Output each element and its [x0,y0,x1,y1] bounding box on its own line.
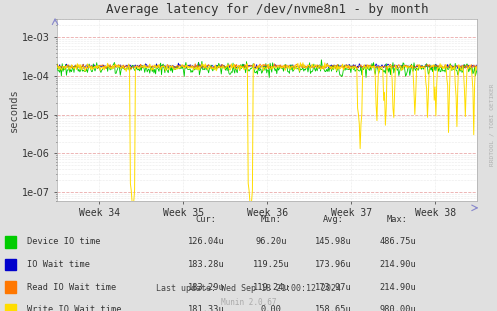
Text: 119.25u: 119.25u [252,260,289,269]
Text: 96.20u: 96.20u [255,237,287,246]
Text: 173.97u: 173.97u [315,283,351,292]
Text: Max:: Max: [387,215,408,224]
Text: 214.90u: 214.90u [379,283,416,292]
Text: Last update: Wed Sep 18 21:00:12 2024: Last update: Wed Sep 18 21:00:12 2024 [156,284,341,293]
Text: Avg:: Avg: [323,215,343,224]
Text: Read IO Wait time: Read IO Wait time [27,283,117,292]
Text: 145.98u: 145.98u [315,237,351,246]
Text: 214.90u: 214.90u [379,260,416,269]
Text: 173.96u: 173.96u [315,260,351,269]
Text: Min:: Min: [260,215,281,224]
Text: Device IO time: Device IO time [27,237,101,246]
Text: 183.28u: 183.28u [188,260,225,269]
Text: Write IO Wait time: Write IO Wait time [27,305,122,311]
Text: 0.00: 0.00 [260,305,281,311]
Text: RRDTOOL / TOBI OETIKER: RRDTOOL / TOBI OETIKER [490,83,495,166]
Text: Munin 2.0.67: Munin 2.0.67 [221,298,276,307]
Text: 486.75u: 486.75u [379,237,416,246]
Y-axis label: seconds: seconds [9,88,19,132]
Text: 158.65u: 158.65u [315,305,351,311]
Text: 183.29u: 183.29u [188,283,225,292]
Text: IO Wait time: IO Wait time [27,260,90,269]
Text: Cur:: Cur: [196,215,217,224]
Text: 181.33u: 181.33u [188,305,225,311]
Text: 126.04u: 126.04u [188,237,225,246]
Text: 119.24u: 119.24u [252,283,289,292]
Text: 980.00u: 980.00u [379,305,416,311]
Title: Average latency for /dev/nvme8n1 - by month: Average latency for /dev/nvme8n1 - by mo… [106,3,428,16]
